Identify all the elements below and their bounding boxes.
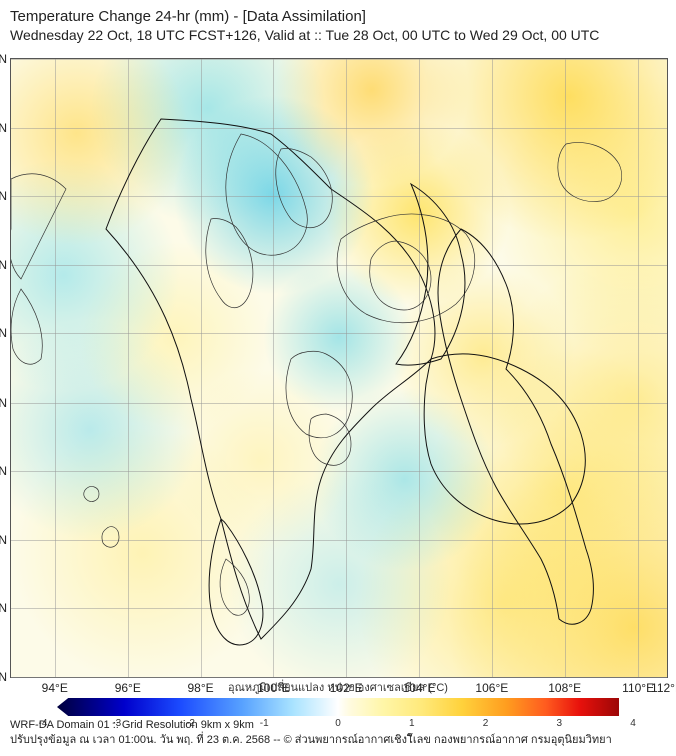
boundary-lines-svg [11,59,667,677]
title-line2: Wednesday 22 Oct, 18 UTC FCST+126, Valid… [10,27,599,43]
weather-map-app: Temperature Change 24-hr (mm) - [Data As… [0,0,676,756]
colorbar-gradient-track[interactable] [43,698,633,716]
map-container[interactable]: 22°N 20°N 18°N 16°N 14°N 12°N 10°N 8°N 6… [10,58,668,678]
colorbar-title-label: อุณหภูมิเปลี่ยนแปลง หน่วย องศาเซลเซียส (… [0,678,676,696]
title-block: Temperature Change 24-hr (mm) - [Data As… [10,8,599,43]
title-line1: Temperature Change 24-hr (mm) - [Data As… [10,8,599,25]
footer-line1: WRF-DA Domain 01 :: Grid Resolution 9km … [10,718,612,733]
footer-block: WRF-DA Domain 01 :: Grid Resolution 9km … [10,718,612,748]
footer-line2: ปรับปรุงข้อมูล ณ เวลา 01:00น. วัน พฤ. ที… [10,733,612,748]
